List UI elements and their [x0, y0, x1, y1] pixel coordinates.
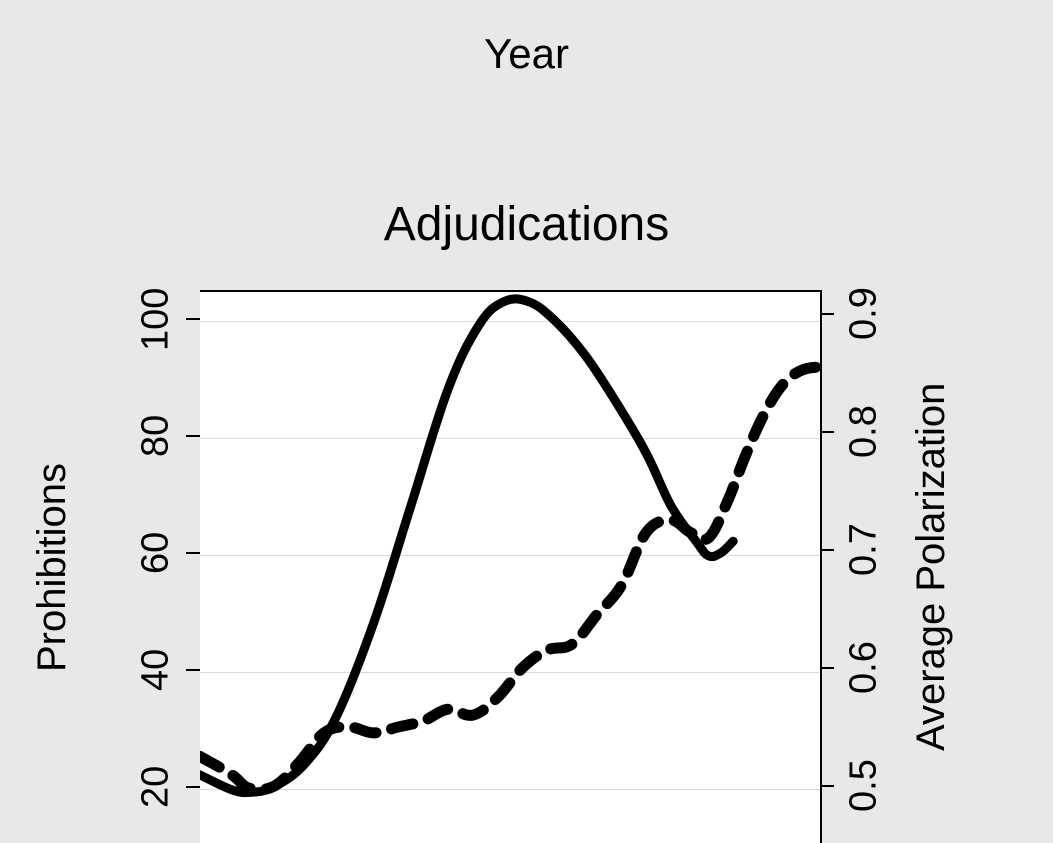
upper-chart-tick-fragment [0, 0, 1053, 20]
series-polarization [200, 367, 820, 790]
chart-series-layer [0, 0, 1053, 843]
